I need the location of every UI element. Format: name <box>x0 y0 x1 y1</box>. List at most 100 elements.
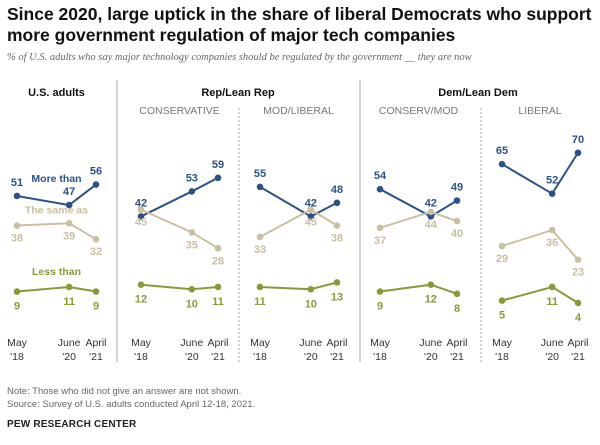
series-line-more_than <box>140 176 219 218</box>
data-label: 54 <box>374 170 387 182</box>
data-label: 49 <box>451 182 463 194</box>
x-tick-label: April <box>326 337 347 349</box>
series-line-less_than <box>501 285 579 304</box>
data-point-more_than <box>333 199 341 207</box>
panel-title: U.S. adults <box>28 87 85 99</box>
data-label: 11 <box>254 296 266 308</box>
series-name-label: Less than <box>32 266 81 278</box>
data-label: 33 <box>254 244 266 256</box>
data-label: 51 <box>11 177 23 189</box>
x-tick-label: April <box>85 337 106 349</box>
x-tick-label: '21 <box>330 351 344 363</box>
data-label: 4 <box>575 312 582 324</box>
data-point-less_than <box>214 283 222 291</box>
data-label: 9 <box>14 301 20 313</box>
data-label: 9 <box>93 301 99 313</box>
data-point-same_as <box>65 219 73 227</box>
data-point-less_than <box>307 285 315 293</box>
x-tick-label: '20 <box>545 351 559 363</box>
data-point-less_than <box>498 297 506 304</box>
panel-title: MOD/LIBERAL <box>263 105 334 117</box>
data-point-more_than <box>65 201 73 209</box>
data-point-same_as <box>376 224 384 232</box>
data-point-less_than <box>256 283 264 291</box>
x-tick-label: '20 <box>304 351 318 363</box>
data-label: 40 <box>451 228 463 240</box>
data-label: 9 <box>377 301 383 313</box>
series-name-label: More than <box>31 173 81 185</box>
x-tick-label: '18 <box>373 351 387 363</box>
series-line-more_than <box>16 183 97 207</box>
x-tick-label: May <box>492 337 513 349</box>
data-label: 45 <box>135 217 147 229</box>
data-point-more_than <box>453 197 461 204</box>
series-line-same_as <box>140 208 219 250</box>
series-line-more_than <box>501 152 579 196</box>
data-point-same_as <box>188 229 196 236</box>
data-label: 42 <box>425 197 437 209</box>
data-label: 65 <box>496 145 508 157</box>
panel-title: CONSERVATIVE <box>139 105 220 117</box>
data-point-less_than <box>92 288 100 295</box>
series-line-same_as <box>379 210 458 229</box>
series-line-more_than <box>259 186 338 218</box>
chart: Rep/Lean Rep Dem/Lean Dem U.S. adults 51 4… <box>7 80 589 363</box>
panel-title: CONSERV/MOD <box>379 105 459 117</box>
data-label: 55 <box>254 168 266 180</box>
data-label: 52 <box>546 175 558 187</box>
data-point-less_than <box>574 299 582 307</box>
data-label: 53 <box>186 172 198 184</box>
data-point-more_than <box>214 174 222 182</box>
data-label: 35 <box>186 239 198 251</box>
data-label: 48 <box>331 184 343 196</box>
data-point-more_than <box>256 183 264 191</box>
x-tick-label: '21 <box>211 351 225 363</box>
data-point-less_than <box>13 288 21 295</box>
x-tick-label: '18 <box>10 351 24 363</box>
data-label: 39 <box>63 230 75 242</box>
group-header-dem: Dem/Lean Dem <box>438 87 518 99</box>
chart-subtitle: % of U.S. adults who say major technolog… <box>7 52 472 63</box>
x-tick-label: June <box>58 337 81 349</box>
data-point-same_as <box>574 256 582 263</box>
data-point-same_as <box>498 242 506 250</box>
data-label: 11 <box>63 296 75 308</box>
data-label: 11 <box>212 296 224 308</box>
data-point-less_than <box>188 285 196 293</box>
data-point-more_than <box>307 213 315 220</box>
data-point-less_than <box>65 283 73 291</box>
data-label: 38 <box>331 233 343 245</box>
data-label: 42 <box>135 197 147 209</box>
series-line-less_than <box>259 281 338 291</box>
series-line-same_as <box>259 208 338 238</box>
data-label: 12 <box>135 294 147 306</box>
data-label: 42 <box>305 197 317 209</box>
data-point-more_than <box>13 192 21 200</box>
data-point-less_than <box>376 288 384 295</box>
x-tick-label: April <box>207 337 228 349</box>
data-label: 56 <box>90 166 102 178</box>
chart-panels: U.S. adults 51 47 56 38 39 32 9 11 9 May '18 June '20… <box>7 80 589 363</box>
data-point-more_than <box>548 190 556 197</box>
data-label: 23 <box>572 267 584 279</box>
series-line-less_than <box>16 285 97 293</box>
x-tick-label: May <box>7 337 28 349</box>
chart-title: Since 2020, large uptick in the share of… <box>7 4 592 45</box>
data-point-more_than <box>574 149 582 157</box>
x-tick-label: June <box>541 337 564 349</box>
data-label: 70 <box>572 134 584 146</box>
data-point-same_as <box>333 222 341 229</box>
x-tick-label: '21 <box>571 351 585 363</box>
data-point-same_as <box>256 233 264 241</box>
data-point-same_as <box>307 206 315 213</box>
data-point-less_than <box>137 281 145 289</box>
brand-logo: PEW RESEARCH CENTER <box>7 419 137 430</box>
data-label: 8 <box>454 303 460 315</box>
data-point-less_than <box>427 281 435 289</box>
x-tick-label: June <box>299 337 322 349</box>
data-point-less_than <box>548 283 556 291</box>
data-point-same_as <box>137 206 145 213</box>
x-tick-label: April <box>446 337 467 349</box>
data-label: 47 <box>63 186 75 198</box>
data-label: 13 <box>331 291 343 303</box>
